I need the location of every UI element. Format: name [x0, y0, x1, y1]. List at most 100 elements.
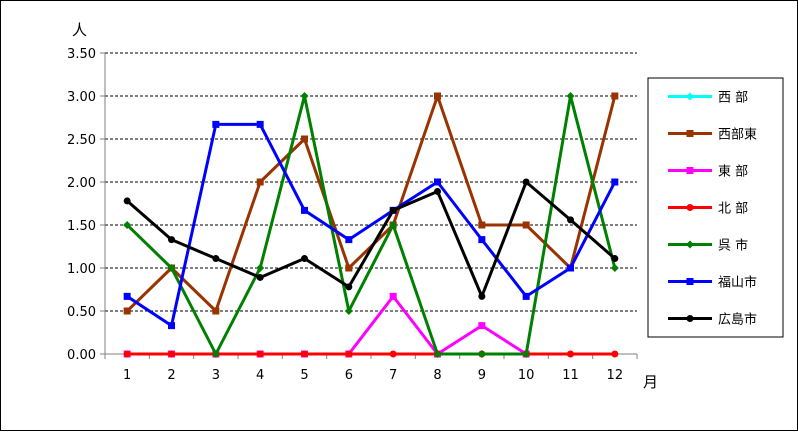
data-point [168, 236, 175, 244]
legend-label: 北 部 [718, 202, 748, 217]
x-tick-label: 11 [562, 368, 579, 383]
data-point [566, 92, 575, 100]
data-point [211, 350, 220, 358]
data-point [686, 92, 694, 101]
data-point [167, 264, 176, 272]
data-point [686, 278, 694, 285]
data-point [256, 178, 264, 186]
data-point [477, 350, 486, 358]
legend-label: 西部東 [718, 127, 757, 143]
legend-item: 福山市 [668, 275, 757, 291]
series-group [123, 92, 619, 358]
data-point [212, 255, 220, 263]
legend-item: 北 部 [668, 202, 748, 217]
data-point [345, 350, 353, 358]
legend-item: 西部東 [668, 127, 757, 143]
data-point [212, 120, 220, 128]
legend-item: 広島市 [668, 312, 757, 328]
x-tick-label: 2 [167, 368, 175, 383]
x-tick-label: 9 [478, 368, 486, 383]
data-point [301, 350, 308, 358]
data-point [123, 307, 131, 315]
data-point [522, 292, 530, 300]
data-point [434, 187, 441, 195]
data-point [345, 283, 353, 291]
x-tick-label: 7 [389, 368, 397, 383]
data-point [389, 221, 398, 229]
series-line [127, 294, 527, 356]
legend-item: 東 部 [668, 164, 748, 180]
data-point [256, 264, 265, 272]
data-point [686, 240, 694, 249]
data-point [389, 350, 397, 358]
series-line [126, 94, 617, 313]
legend-label: 東 部 [718, 164, 748, 180]
series-line [126, 122, 617, 328]
series-line [126, 94, 617, 356]
y-tick-label: 2.50 [67, 133, 96, 148]
x-tick-label: 5 [300, 368, 308, 383]
data-point [168, 322, 175, 330]
legend-label: 広島市 [718, 312, 757, 328]
data-point [123, 221, 132, 229]
data-point [611, 92, 619, 100]
data-point [478, 221, 486, 229]
data-point [478, 322, 486, 330]
x-tick-label: 3 [212, 368, 220, 383]
series-line [126, 180, 616, 298]
legend-label: 西 部 [718, 91, 748, 106]
data-point [256, 350, 264, 358]
legend-label: 福山市 [718, 275, 757, 291]
data-point [344, 307, 353, 315]
data-point [686, 315, 694, 322]
y-tick-label: 0.50 [67, 305, 96, 320]
legend-item: 呉 市 [668, 238, 748, 254]
data-point [610, 264, 619, 272]
data-point [567, 350, 574, 358]
y-tick-label: 1.50 [67, 219, 96, 234]
x-tick-label: 1 [123, 368, 131, 383]
data-point [212, 307, 220, 315]
data-point [611, 350, 619, 358]
data-point [686, 167, 694, 174]
data-point [345, 264, 353, 272]
data-point [686, 130, 694, 137]
data-point [434, 178, 441, 186]
x-tick-label: 12 [607, 368, 624, 383]
data-point [123, 197, 131, 205]
y-tick-label: 0.00 [67, 348, 96, 363]
data-point [300, 92, 309, 100]
data-point [123, 292, 131, 300]
data-point [522, 221, 530, 229]
series-2 [123, 292, 530, 358]
series-6 [123, 178, 619, 300]
data-point [686, 204, 694, 211]
y-tick-label: 1.00 [67, 262, 96, 277]
data-point [567, 264, 574, 272]
data-point [611, 178, 619, 186]
data-point [301, 135, 308, 143]
legend-label: 呉 市 [718, 238, 748, 254]
data-point [345, 236, 353, 244]
data-point [301, 206, 308, 214]
data-point [611, 255, 619, 263]
y-tick-label: 2.00 [67, 176, 96, 191]
data-point [478, 236, 486, 244]
x-tick-labels: 1 2 3 4 5 6 7 8 9 10 11 12 [104, 354, 638, 383]
x-tick-label: 10 [518, 368, 535, 383]
data-point [522, 178, 530, 186]
data-point [301, 255, 308, 263]
series-4 [123, 92, 619, 358]
x-tick-label: 8 [433, 368, 441, 383]
data-point [567, 216, 574, 224]
data-point [434, 92, 441, 100]
data-point [433, 350, 442, 358]
data-point [123, 350, 131, 358]
y-tick-label: 3.50 [67, 47, 96, 62]
x-axis-label: 月 [643, 373, 658, 391]
y-tick-labels: 0.00 0.50 1.00 1.50 2.00 2.50 3.00 3.50 [67, 47, 105, 363]
x-tick-label: 6 [345, 368, 353, 383]
data-point [168, 350, 175, 358]
